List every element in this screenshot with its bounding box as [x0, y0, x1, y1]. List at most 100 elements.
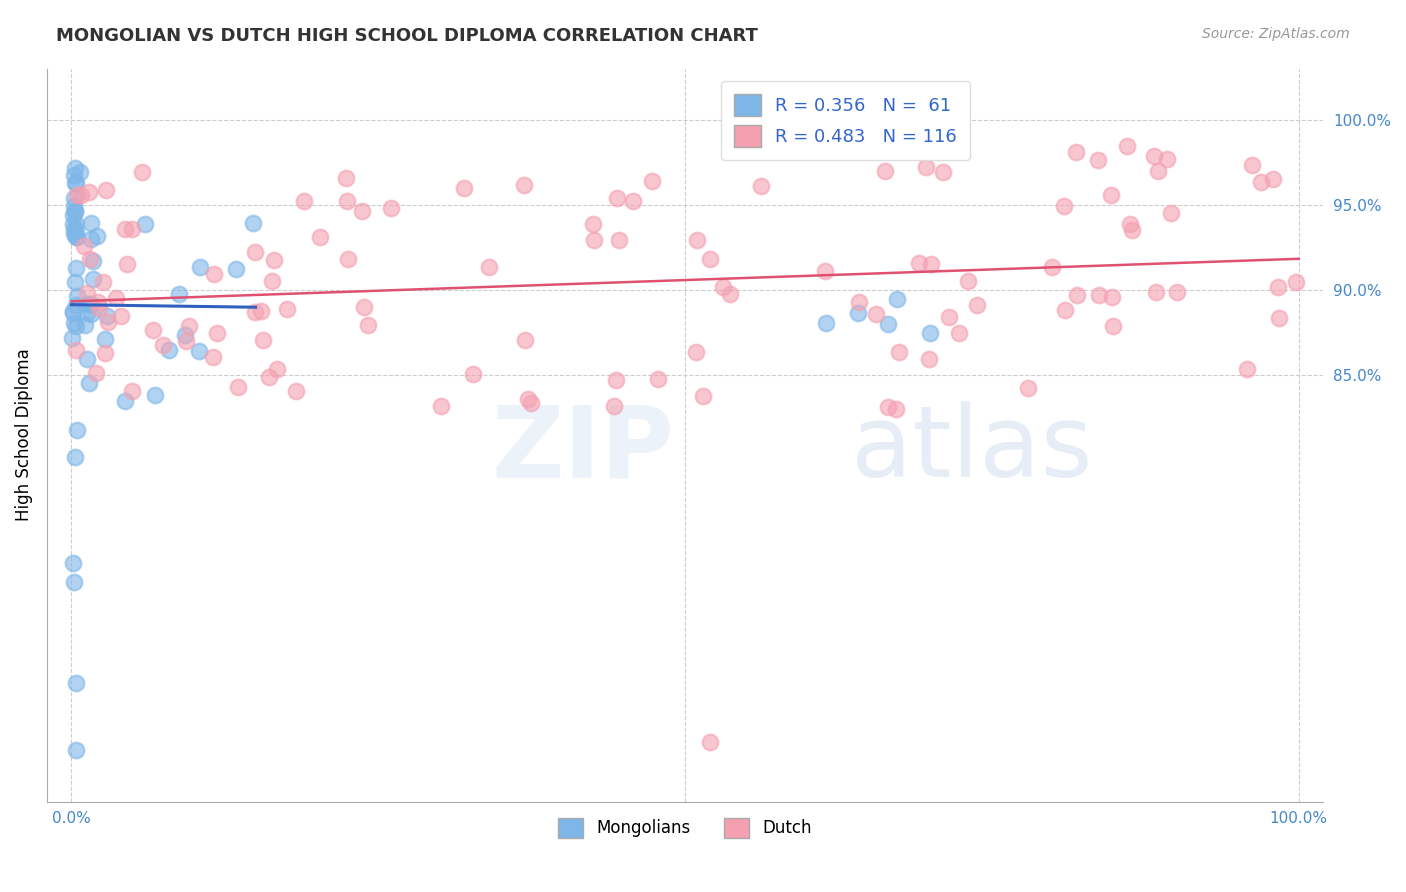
Point	[80, 307, 103, 321]
Point	[63, 161, 86, 175]
Point	[263, 253, 285, 268]
Point	[1101, 319, 1123, 334]
Point	[1119, 217, 1142, 231]
Point	[932, 165, 955, 179]
Point	[259, 370, 281, 384]
Point	[69, 165, 91, 179]
Point	[121, 222, 143, 236]
Point	[63, 177, 86, 191]
Point	[202, 267, 225, 281]
Point	[79, 252, 101, 267]
Point	[260, 274, 283, 288]
Point	[699, 735, 721, 749]
Point	[65, 217, 87, 231]
Point	[292, 194, 315, 208]
Point	[1261, 172, 1284, 186]
Point	[63, 199, 86, 213]
Point	[918, 326, 941, 340]
Point	[76, 306, 98, 320]
Point	[1040, 260, 1063, 275]
Point	[252, 333, 274, 347]
Point	[63, 574, 86, 589]
Point	[80, 216, 103, 230]
Point	[143, 388, 166, 402]
Point	[131, 165, 153, 179]
Point	[66, 187, 89, 202]
Point	[1267, 310, 1289, 325]
Point	[848, 295, 870, 310]
Point	[62, 217, 84, 231]
Y-axis label: High School Diploma: High School Diploma	[15, 349, 32, 522]
Point	[886, 401, 908, 416]
Point	[1156, 152, 1178, 166]
Point	[1160, 206, 1182, 220]
Point	[353, 300, 375, 314]
Point	[79, 185, 101, 199]
Point	[430, 399, 453, 413]
Point	[65, 230, 87, 244]
Point	[60, 331, 83, 345]
Point	[226, 380, 249, 394]
Point	[686, 234, 709, 248]
Point	[350, 203, 373, 218]
Point	[606, 191, 628, 205]
Point	[621, 194, 644, 209]
Point	[114, 222, 136, 236]
Point	[711, 279, 734, 293]
Point	[105, 291, 128, 305]
Point	[749, 178, 772, 193]
Point	[877, 401, 900, 415]
Point	[1101, 290, 1123, 304]
Point	[142, 323, 165, 337]
Point	[380, 201, 402, 215]
Point	[84, 366, 107, 380]
Point	[242, 216, 264, 230]
Point	[87, 301, 110, 316]
Text: Source: ZipAtlas.com: Source: ZipAtlas.com	[1202, 27, 1350, 41]
Point	[110, 309, 132, 323]
Point	[1066, 288, 1088, 302]
Point	[917, 351, 939, 366]
Point	[1166, 285, 1188, 300]
Point	[582, 233, 605, 247]
Point	[121, 384, 143, 399]
Point	[86, 229, 108, 244]
Point	[66, 230, 89, 244]
Point	[174, 334, 197, 348]
Point	[76, 297, 98, 311]
Point	[463, 367, 485, 381]
Point	[609, 233, 631, 247]
Point	[96, 310, 118, 324]
Point	[1240, 158, 1263, 172]
Point	[152, 338, 174, 352]
Point	[1053, 303, 1076, 318]
Point	[908, 256, 931, 270]
Point	[692, 389, 714, 403]
Point	[1053, 199, 1076, 213]
Point	[605, 373, 627, 387]
Point	[205, 326, 228, 341]
Point	[97, 316, 120, 330]
Point	[846, 306, 869, 320]
Point	[520, 396, 543, 410]
Point	[115, 257, 138, 271]
Point	[73, 239, 96, 253]
Point	[1121, 223, 1143, 237]
Point	[65, 298, 87, 312]
Text: MONGOLIAN VS DUTCH HIGH SCHOOL DIPLOMA CORRELATION CHART: MONGOLIAN VS DUTCH HIGH SCHOOL DIPLOMA C…	[56, 27, 758, 45]
Point	[814, 316, 837, 330]
Point	[1267, 280, 1289, 294]
Point	[94, 183, 117, 197]
Point	[202, 350, 225, 364]
Point	[515, 333, 537, 347]
Point	[63, 223, 86, 237]
Point	[865, 307, 887, 321]
Point	[79, 232, 101, 246]
Point	[79, 297, 101, 311]
Point	[357, 318, 380, 332]
Point	[250, 304, 273, 318]
Text: ZIP: ZIP	[492, 401, 675, 499]
Point	[1250, 175, 1272, 189]
Point	[603, 399, 626, 413]
Point	[336, 194, 359, 209]
